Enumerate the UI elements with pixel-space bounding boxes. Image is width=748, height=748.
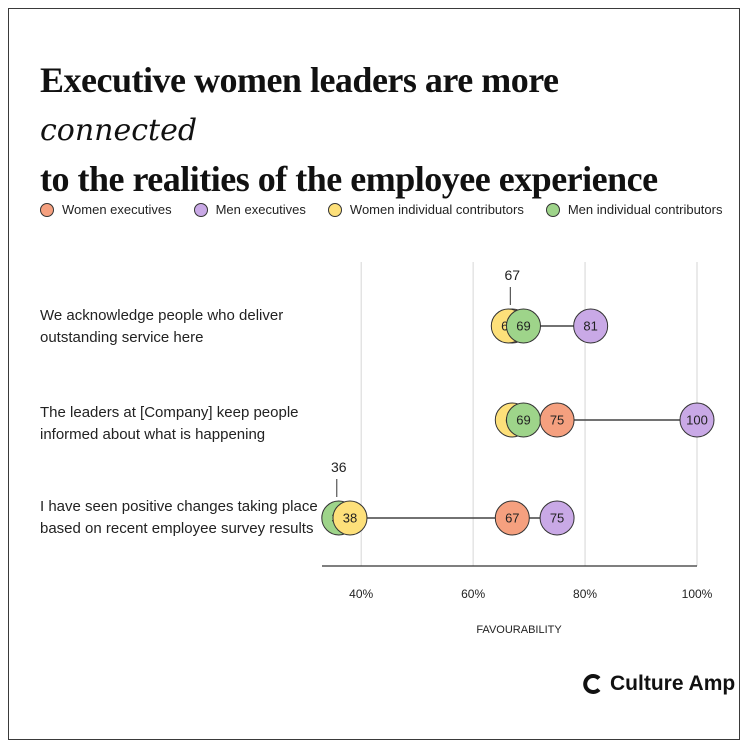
data-label: 69 (516, 413, 530, 428)
legend: Women executives Men executives Women in… (40, 202, 744, 217)
data-point (573, 308, 609, 344)
legend-swatch (545, 202, 560, 217)
data-point (494, 500, 530, 536)
legend-item-women-executives: Women executives (40, 202, 172, 217)
data-point (505, 308, 541, 344)
data-point (539, 500, 575, 536)
brand-name: Culture Amp (610, 672, 736, 695)
row-label-positive-changes: I have seen positive changes taking plac… (40, 498, 318, 537)
legend-swatch (40, 202, 54, 217)
data-point (679, 402, 715, 438)
data-label: 69 (516, 319, 530, 334)
x-tick-label: 60% (461, 587, 485, 601)
legend-swatch (193, 202, 208, 217)
culture-amp-logo: Culture Amp (582, 672, 735, 696)
culture-amp-logo-icon (583, 674, 601, 694)
data-label: 75 (550, 511, 564, 526)
legend-swatch (327, 202, 342, 217)
title-highlight: connected (40, 113, 198, 148)
x-tick-label: 40% (349, 587, 373, 601)
row-label-acknowledge: We acknowledge people who deliver outstan… (40, 307, 284, 346)
legend-item-men-executives: Men executives (193, 202, 306, 217)
data-label: 38 (343, 511, 357, 526)
x-tick-label: 80% (573, 587, 597, 601)
legend-label: Men executives (215, 202, 306, 217)
legend-label: Men individual contributors (567, 202, 723, 217)
chart-frame (8, 8, 740, 740)
data-point (332, 500, 368, 536)
chart-title: Executive women leaders are more connect… (40, 60, 658, 199)
data-label: 81 (583, 319, 597, 334)
legend-label: Women executives (62, 202, 172, 217)
data-label: 67 (505, 511, 519, 526)
x-axis-label: FAVOURABILITY (476, 624, 562, 636)
legend-label: Women individual contributors (349, 202, 524, 217)
x-tick-label: 100% (682, 587, 713, 601)
annotation-label: 67 (505, 267, 521, 283)
data-point (539, 402, 575, 438)
legend-item-women-individual-contributors: Women individual contributors (327, 202, 524, 217)
legend-item-men-individual-contributors: Men individual contributors (545, 202, 723, 217)
annotation-label: 36 (331, 459, 347, 475)
row-label-leaders-informed: The leaders at [Company] keep people info… (40, 404, 299, 443)
data-label: 100 (686, 413, 708, 428)
data-label: 75 (550, 413, 564, 428)
